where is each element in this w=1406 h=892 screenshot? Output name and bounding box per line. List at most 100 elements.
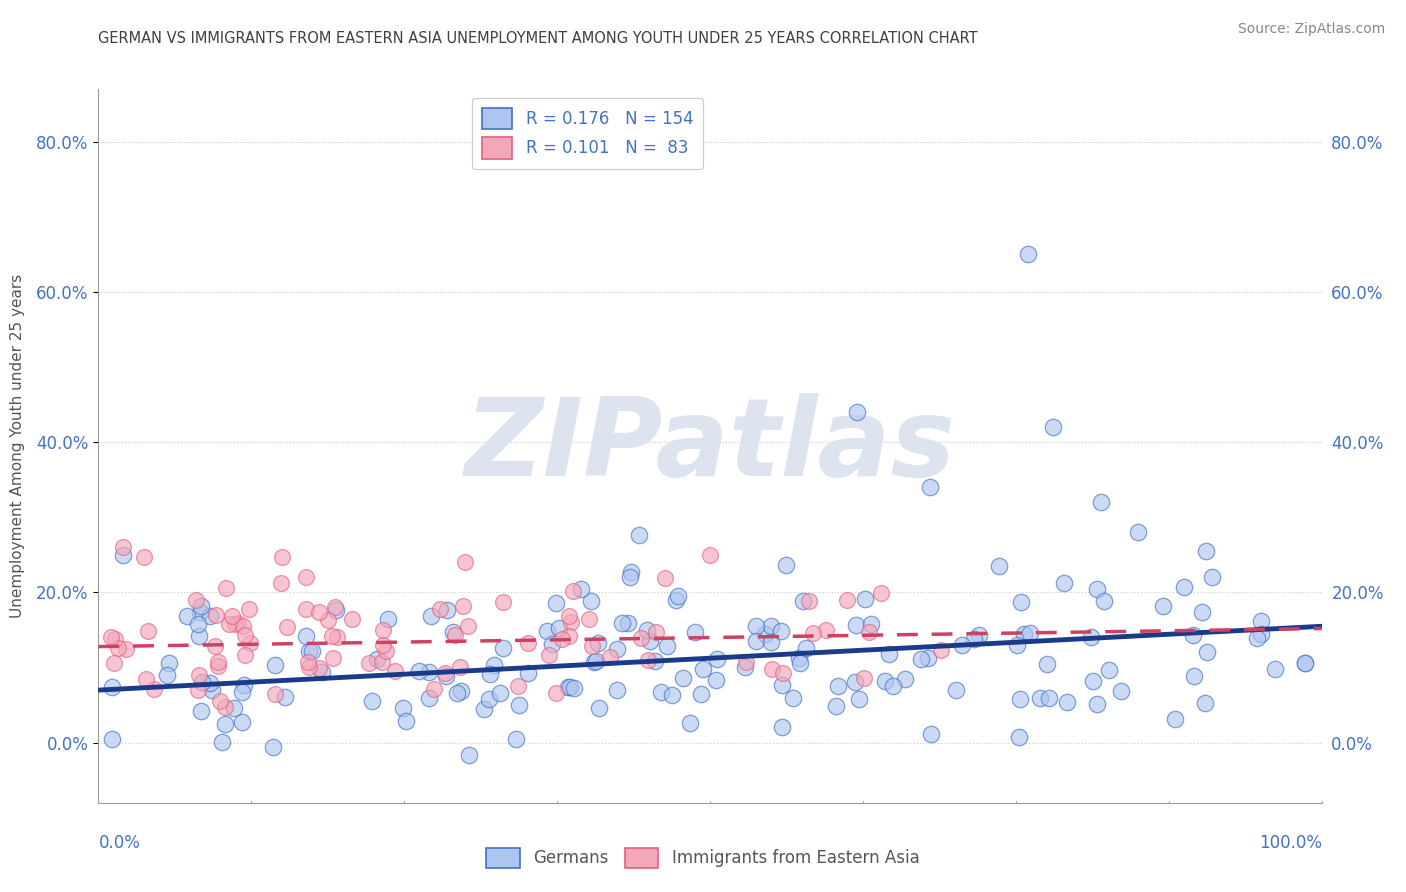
Point [516, 635, 538, 649]
Point [157, 656, 180, 670]
Point [844, 674, 866, 689]
Point [1194, 696, 1216, 710]
Point [759, 618, 782, 632]
Point [637, 652, 659, 666]
Point [650, 685, 672, 699]
Point [492, 641, 515, 656]
Point [186, 593, 208, 607]
Point [207, 655, 229, 669]
Point [1264, 662, 1286, 676]
Legend: Germans, Immigrants from Eastern Asia: Germans, Immigrants from Eastern Asia [479, 841, 927, 875]
Point [238, 601, 260, 615]
Point [1294, 656, 1316, 670]
Point [200, 683, 222, 698]
Point [945, 683, 967, 698]
Point [744, 619, 766, 633]
Point [294, 629, 316, 643]
Point [547, 621, 569, 635]
Point [489, 686, 512, 700]
Point [734, 659, 756, 673]
Point [191, 674, 214, 689]
Point [557, 681, 579, 695]
Point [558, 609, 581, 624]
Point [1085, 582, 1108, 597]
Point [789, 656, 811, 670]
Point [1092, 594, 1115, 608]
Point [458, 747, 481, 762]
Point [754, 627, 776, 641]
Point [735, 655, 758, 669]
Point [770, 624, 793, 639]
Point [423, 682, 446, 697]
Point [239, 636, 262, 650]
Text: Source: ZipAtlas.com: Source: ZipAtlas.com [1237, 22, 1385, 37]
Point [536, 624, 558, 638]
Point [645, 624, 668, 639]
Point [761, 662, 783, 676]
Point [578, 612, 600, 626]
Point [374, 643, 396, 657]
Point [371, 623, 394, 637]
Point [188, 629, 211, 643]
Point [827, 679, 849, 693]
Point [235, 648, 257, 662]
Point [617, 615, 640, 630]
Point [103, 656, 125, 670]
Point [963, 632, 986, 647]
Point [797, 594, 820, 608]
Point [1012, 627, 1035, 641]
Point [1029, 690, 1052, 705]
Point [371, 638, 394, 652]
Y-axis label: Unemployment Among Youth under 25 years: Unemployment Among Youth under 25 years [10, 274, 25, 618]
Point [270, 575, 292, 590]
Point [264, 687, 287, 701]
Point [1038, 691, 1060, 706]
Point [1017, 247, 1039, 261]
Point [1080, 630, 1102, 644]
Point [143, 681, 166, 696]
Point [308, 661, 330, 675]
Point [434, 668, 457, 682]
Point [451, 599, 474, 613]
Point [326, 630, 349, 644]
Point [418, 665, 440, 680]
Point [655, 640, 678, 654]
Point [1195, 544, 1218, 558]
Point [606, 682, 628, 697]
Point [860, 617, 883, 632]
Point [187, 683, 209, 698]
Point [218, 616, 240, 631]
Text: GERMAN VS IMMIGRANTS FROM EASTERN ASIA UNEMPLOYMENT AMONG YOUTH UNDER 25 YEARS C: GERMAN VS IMMIGRANTS FROM EASTERN ASIA U… [98, 31, 979, 46]
Point [848, 692, 870, 706]
Point [770, 720, 793, 734]
Point [586, 636, 609, 650]
Point [395, 714, 418, 728]
Point [706, 652, 728, 666]
Point [274, 690, 297, 704]
Point [606, 642, 628, 657]
Point [484, 658, 506, 673]
Point [835, 592, 858, 607]
Point [1090, 495, 1112, 509]
Point [224, 700, 246, 714]
Point [198, 676, 221, 690]
Point [101, 681, 124, 695]
Point [772, 665, 794, 680]
Point [1042, 420, 1064, 434]
Point [581, 639, 603, 653]
Point [654, 571, 676, 585]
Point [882, 679, 904, 693]
Point [1085, 697, 1108, 711]
Point [308, 605, 330, 619]
Point [264, 658, 287, 673]
Point [508, 698, 530, 713]
Point [582, 656, 605, 670]
Point [434, 665, 457, 680]
Point [706, 673, 728, 687]
Point [588, 701, 610, 715]
Point [187, 616, 209, 631]
Point [135, 672, 157, 686]
Point [211, 735, 233, 749]
Point [271, 550, 294, 565]
Point [107, 640, 129, 655]
